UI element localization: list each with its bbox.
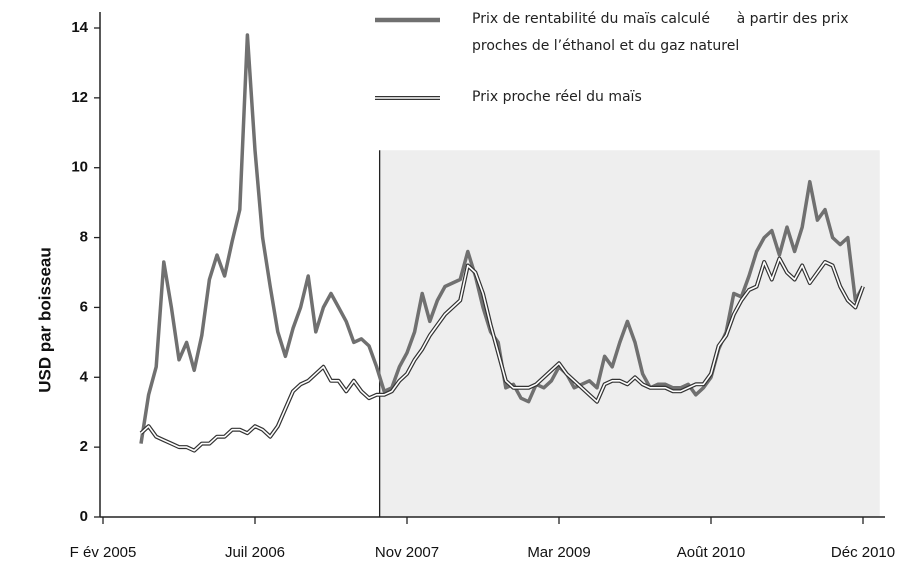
x-tick-label: Août 2010 <box>677 544 745 561</box>
series-line <box>139 256 865 453</box>
shaded-region <box>379 150 880 517</box>
y-tick-label: 0 <box>80 508 88 525</box>
x-tick-label: Nov 2007 <box>375 544 439 561</box>
y-tick-label: 10 <box>71 159 88 176</box>
y-tick-label: 4 <box>80 368 89 385</box>
y-axis-label: USD par boisseau <box>35 247 54 393</box>
legend-label: Prix de rentabilité du maïs calculé à pa… <box>472 11 853 54</box>
x-tick-label: F év 2005 <box>70 544 137 561</box>
y-tick-label: 6 <box>80 298 88 315</box>
x-tick-label: Mar 2009 <box>527 544 590 561</box>
series-line-inner <box>140 257 864 452</box>
y-tick-label: 2 <box>80 438 88 455</box>
x-tick-label: Déc 2010 <box>831 544 895 561</box>
y-tick-label: 12 <box>71 89 88 106</box>
x-tick-label: Juil 2006 <box>225 544 285 561</box>
legend-label: Prix proche réel du maïs <box>472 89 642 105</box>
y-tick-label: 14 <box>71 19 88 36</box>
y-tick-label: 8 <box>80 229 88 246</box>
